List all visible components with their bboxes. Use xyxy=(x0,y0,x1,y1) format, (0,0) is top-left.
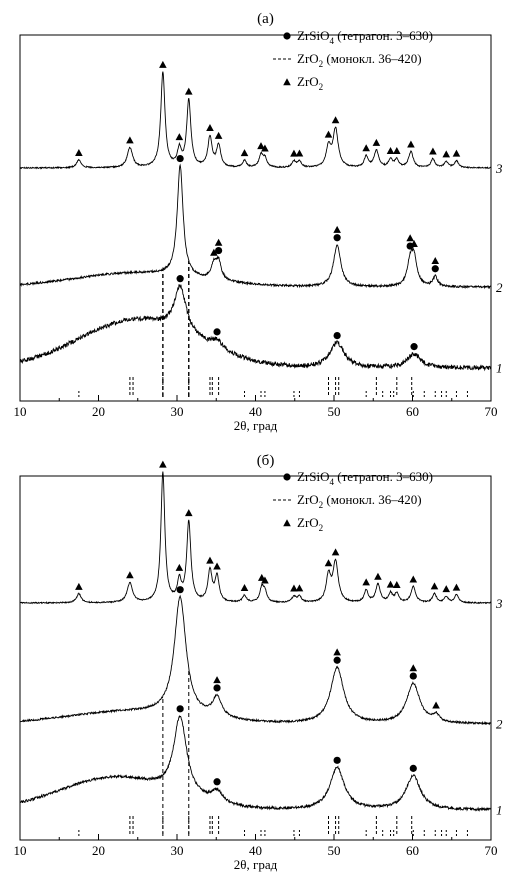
legend-entry: ZrO2 (монокл. 36–420) xyxy=(273,51,422,69)
panel-label: (б) xyxy=(257,453,275,469)
x-tick-label: 50 xyxy=(328,843,341,858)
x-tick-label: 10 xyxy=(14,843,27,858)
xrd-curve xyxy=(19,163,492,290)
x-tick-label: 60 xyxy=(406,404,419,419)
xrd-curve xyxy=(19,71,492,170)
x-axis-label: 2θ, град xyxy=(234,418,278,433)
series-3: 3 xyxy=(19,60,503,176)
legend-entry: ZrO2 xyxy=(283,515,323,533)
legend-entry: ZrSiO4 (тетрагон. 3–630) xyxy=(283,469,433,487)
legend-label: ZrSiO4 (тетрагон. 3–630) xyxy=(297,469,433,487)
x-tick-label: 60 xyxy=(406,843,419,858)
curve-number-label: 3 xyxy=(495,161,503,176)
panel-a: (а) 10 20 30 40 50 60 70 2θ, град 3 2 1 ZrSiO4 (тетр… xyxy=(14,11,504,433)
x-tick-label: 70 xyxy=(485,843,498,858)
panel-b: (б) 10 20 30 40 50 60 70 2θ, град 3 2 1 ZrSiO4 (тетр… xyxy=(14,453,504,872)
legend: ZrSiO4 (тетрагон. 3–630) ZrO2 (монокл. 36… xyxy=(273,28,433,92)
series-1: 1 xyxy=(19,705,503,817)
x-tick-label: 10 xyxy=(14,404,27,419)
legend-entry: ZrSiO4 (тетрагон. 3–630) xyxy=(283,28,433,46)
curve-number-label: 3 xyxy=(495,596,503,611)
series-3: 3 xyxy=(19,460,503,611)
curve-number-label: 2 xyxy=(496,280,503,295)
xrd-curve xyxy=(19,715,492,812)
panel-label: (а) xyxy=(257,11,274,27)
legend-entry: ZrO2 (монокл. 36–420) xyxy=(273,492,422,510)
x-tick-label: 30 xyxy=(171,843,184,858)
x-tick-label: 70 xyxy=(485,404,498,419)
plot-frame xyxy=(19,34,492,402)
series-2: 2 xyxy=(19,586,503,731)
legend-label: ZrO2 (монокл. 36–420) xyxy=(297,492,422,510)
legend-entry: ZrO2 xyxy=(283,74,323,92)
x-tick-label: 40 xyxy=(249,843,262,858)
curve-number-label: 1 xyxy=(496,361,503,376)
legend-label: ZrO2 xyxy=(297,515,323,533)
legend: ZrSiO4 (тетрагон. 3–630) ZrO2 (монокл. 36… xyxy=(273,469,433,533)
x-tick-label: 50 xyxy=(328,404,341,419)
x-tick-label: 40 xyxy=(249,404,262,419)
series-2: 2 xyxy=(19,154,503,295)
legend-label: ZrO2 xyxy=(297,74,323,92)
series-1: 1 xyxy=(19,275,503,376)
xrd-curve xyxy=(19,594,492,726)
xrd-curve xyxy=(19,284,492,372)
x-axis-label: 2θ, град xyxy=(234,857,278,872)
x-tick-label: 20 xyxy=(92,843,105,858)
xrd-curve xyxy=(19,471,492,605)
legend-label: ZrO2 (монокл. 36–420) xyxy=(297,51,422,69)
plot-frame xyxy=(19,475,492,841)
curve-number-label: 2 xyxy=(496,716,503,731)
legend-label: ZrSiO4 (тетрагон. 3–630) xyxy=(297,28,433,46)
curve-number-label: 1 xyxy=(496,802,503,817)
x-tick-label: 30 xyxy=(171,404,184,419)
x-tick-label: 20 xyxy=(92,404,105,419)
